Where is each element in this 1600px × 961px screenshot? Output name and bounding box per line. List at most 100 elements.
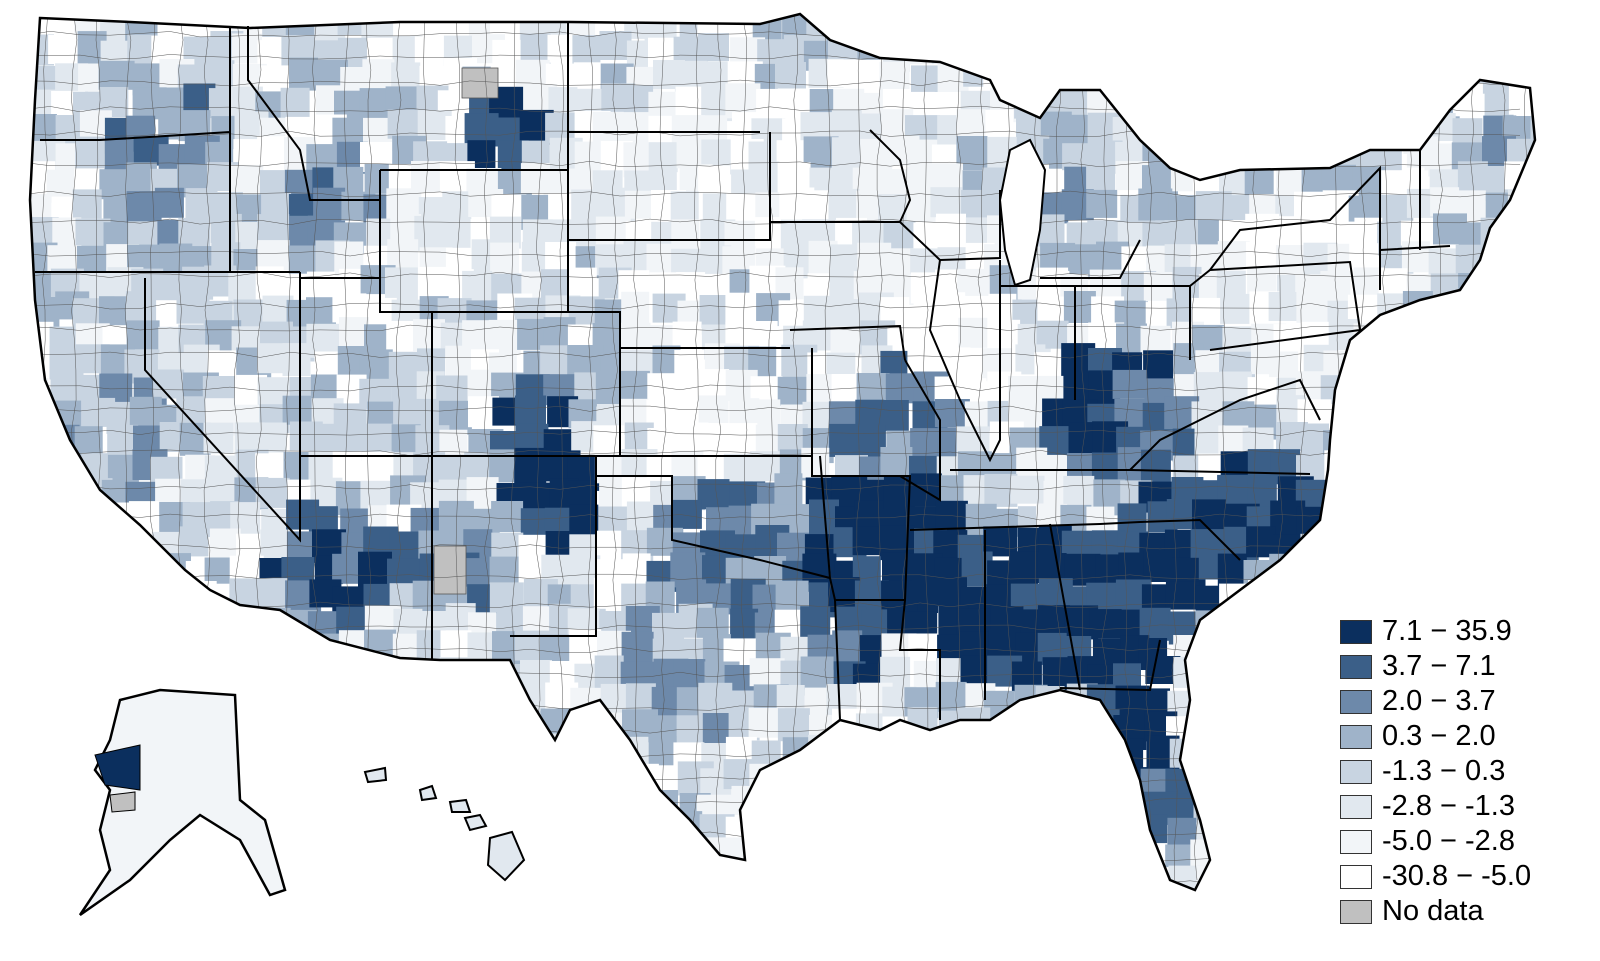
county-region [935,14,967,45]
county-region [1536,396,1566,426]
county-region [1347,455,1377,489]
county-region [1274,767,1304,801]
county-region [1510,533,1535,563]
legend-swatch [1340,654,1372,679]
county-region [1379,525,1412,556]
hawaii-island-1 [363,766,388,784]
county-line [30,878,1521,886]
state-line-carolinas [1139,518,1241,561]
county-region [1037,553,1067,583]
county-region [440,760,471,791]
legend-swatch [1340,794,1372,819]
county-region [1196,865,1231,890]
county-region [1432,421,1465,454]
county-region [49,482,80,511]
county-region [1017,863,1054,890]
county-region [1248,840,1280,877]
county-region [306,297,336,329]
county-region [1351,14,1383,41]
county-line [766,14,774,881]
county-region [1191,690,1220,725]
county-region [1223,32,1252,64]
county-region [983,740,1014,776]
county-region [50,686,84,720]
county-line [30,324,1521,332]
county-region [386,659,422,693]
county-region [358,713,388,746]
county-region [750,161,780,195]
county-region [488,319,521,355]
state-borders [35,22,1451,721]
county-line [17,10,23,880]
county-region [50,533,79,565]
county-region [282,343,311,377]
county-region [594,655,624,690]
county-region [159,605,190,640]
county-region [1245,789,1274,821]
county-region [646,790,678,822]
county-region [1218,14,1250,41]
county-region [540,818,569,847]
county-region [931,31,961,64]
county-region [1196,740,1231,775]
county-region [1535,244,1566,274]
legend-item: 0.3 − 2.0 [1340,719,1580,754]
county-region [1377,553,1407,585]
county-region [1087,893,1119,926]
county-region [1504,473,1535,506]
county-region [1533,422,1535,452]
county-region [803,766,838,797]
county-region [393,786,424,819]
county-region [1430,273,1463,305]
county-region [281,736,315,768]
county-region [832,793,864,823]
county-region [1251,867,1284,890]
county-region [704,868,738,890]
county-region [387,239,419,269]
county-region [360,683,394,715]
county-region [311,765,344,797]
county-region [912,866,947,890]
county-line [30,543,1521,551]
county-region [1537,350,1572,383]
county-region [1140,449,1171,485]
state-line-louisiana-mississippi [898,599,941,720]
county-region [726,898,756,926]
county-region [988,293,1017,323]
county-region [1194,40,1224,76]
county-region [1014,14,1049,49]
county-region [1249,741,1285,778]
county-region [805,787,838,823]
county-region [1405,474,1440,509]
county-line [20,7,1520,13]
county-region [1192,116,1220,147]
county-region [1039,787,1076,822]
county-line [30,384,1521,392]
county-region [315,868,351,890]
county-region [861,844,894,874]
county-region [286,816,319,853]
county-region [931,812,965,848]
county-line [30,483,1521,491]
legend-item: -1.3 − 0.3 [1340,754,1580,789]
county-region [828,188,860,220]
county-region [1009,893,1044,927]
county-region [1297,553,1333,587]
county-region [158,899,188,927]
legend-swatch [1340,619,1372,644]
county-region [652,820,684,854]
county-region [1427,37,1457,67]
county-region [1063,889,1097,890]
county-region [1326,531,1356,563]
county-region [1114,738,1144,770]
county-region [1530,115,1535,146]
county-region [1455,500,1489,529]
county-region [125,291,157,323]
county-region [1372,34,1408,64]
county-region [30,555,60,587]
county-region [570,868,607,890]
county-line [1332,14,1340,881]
county-region [1138,63,1171,95]
legend-label: 2.0 − 3.7 [1382,685,1496,717]
